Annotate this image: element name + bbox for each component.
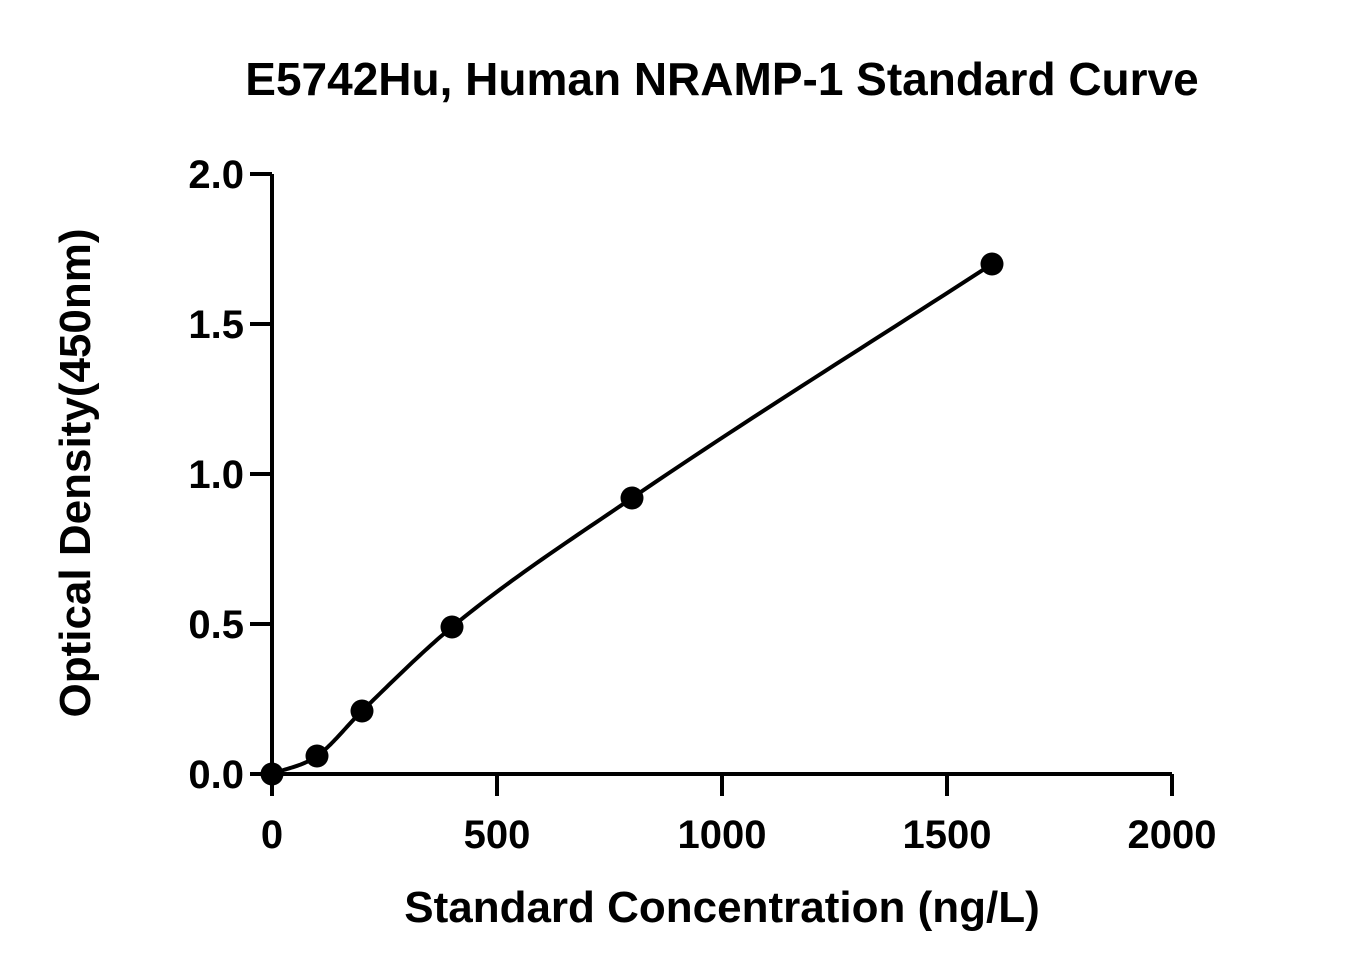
x-tick-label: 0 — [261, 813, 283, 857]
y-tick-label: 0.0 — [188, 753, 244, 797]
chart-title: E5742Hu, Human NRAMP-1 Standard Curve — [245, 53, 1198, 105]
data-point — [980, 252, 1004, 276]
x-tick-label: 1000 — [678, 813, 767, 857]
data-point — [620, 486, 644, 510]
y-tick-label: 1.0 — [188, 453, 244, 497]
data-point — [260, 762, 284, 786]
y-axis-label: Optical Density(450nm) — [51, 228, 100, 717]
y-tick-label: 0.5 — [188, 603, 244, 647]
x-tick-label: 2000 — [1128, 813, 1217, 857]
data-point — [305, 744, 329, 768]
fit-curve — [271, 262, 994, 776]
x-tick-label: 500 — [464, 813, 531, 857]
data-points — [260, 252, 1004, 786]
x-axis-label: Standard Concentration (ng/L) — [404, 883, 1040, 932]
data-point — [350, 699, 374, 723]
x-tick-label: 1500 — [903, 813, 992, 857]
y-tick-label: 2.0 — [188, 153, 244, 197]
data-point — [440, 615, 464, 639]
fit-curve-layer — [271, 262, 994, 776]
y-tick-label: 1.5 — [188, 303, 244, 347]
axes: 0.0 0.5 1.0 1.5 2.0 0 500 1000 1500 2000 — [188, 153, 1216, 857]
